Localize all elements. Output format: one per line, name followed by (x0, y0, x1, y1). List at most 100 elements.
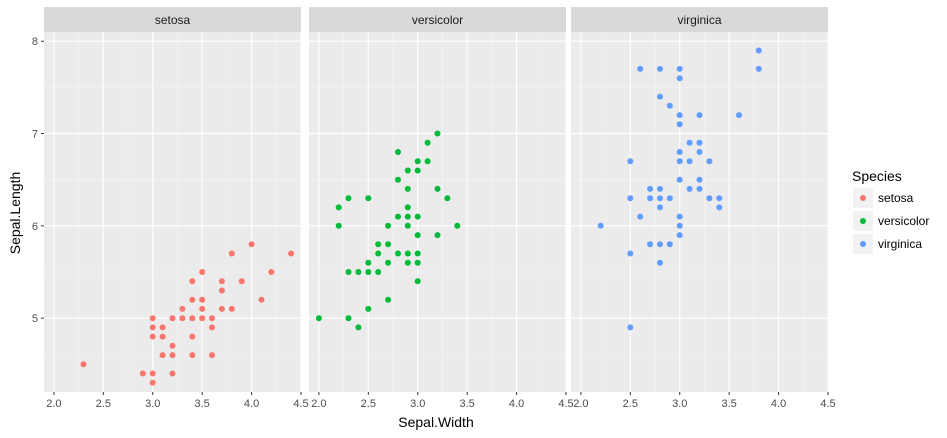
data-point (424, 139, 431, 146)
data-point (228, 250, 235, 257)
data-point (345, 195, 352, 202)
data-point (335, 222, 342, 229)
data-point (189, 333, 196, 340)
data-point (365, 195, 372, 202)
data-point (335, 204, 342, 211)
facet-strip (309, 7, 566, 32)
legend-marker (860, 218, 866, 224)
data-point (189, 352, 196, 359)
data-point (159, 333, 166, 340)
data-point (676, 75, 683, 82)
data-point (696, 149, 703, 155)
data-point (637, 213, 644, 220)
data-point (736, 112, 742, 119)
data-point (228, 305, 235, 312)
data-point (268, 269, 275, 275)
x-tick-label: 4.0 (771, 398, 786, 410)
data-point (149, 324, 156, 331)
data-point (676, 222, 683, 229)
facet-panel-virginica: virginica 2.0 2.5 3.0 3.5 4.0 4.5 (571, 7, 836, 410)
x-tick-label: 3.0 (410, 398, 425, 410)
data-point (404, 222, 411, 229)
legend-label: versicolor (878, 214, 929, 228)
data-point (80, 361, 87, 368)
x-tick-label: 3.0 (672, 398, 687, 410)
data-point (179, 305, 186, 312)
data-point (755, 47, 762, 54)
data-point (647, 195, 654, 202)
data-point (627, 195, 634, 202)
y-axis-title: Sepal.Length (7, 172, 23, 255)
data-point (385, 241, 392, 248)
data-point (666, 241, 673, 248)
facet-strip-label: versicolor (412, 13, 463, 27)
data-point (209, 315, 215, 322)
data-point (404, 250, 411, 257)
data-point (395, 149, 401, 155)
data-point (414, 259, 421, 266)
facet-strip (571, 7, 828, 32)
legend-item-versicolor: versicolor (853, 211, 929, 231)
data-point (627, 158, 634, 165)
data-point (404, 204, 411, 211)
data-point (676, 176, 683, 183)
y-tick-label: 5 (32, 313, 38, 325)
data-point (345, 269, 352, 275)
data-point (375, 269, 382, 275)
data-point (414, 167, 421, 174)
data-point (209, 324, 215, 331)
data-point (424, 158, 431, 165)
data-point (218, 278, 225, 285)
panel-background (44, 32, 301, 392)
data-point (375, 250, 382, 257)
x-tick-label: 2.0 (311, 398, 326, 410)
x-tick-label: 4.0 (509, 398, 524, 410)
data-point (696, 185, 703, 192)
data-point (686, 158, 693, 165)
data-point (706, 195, 713, 202)
data-point (434, 185, 441, 192)
x-axis-title: Sepal.Width (398, 414, 473, 430)
facet-panel-versicolor: versicolor 2.0 2.5 3.0 3.5 4.0 4.5 (309, 7, 574, 410)
data-point (676, 112, 683, 119)
data-point (686, 139, 693, 146)
data-point (676, 158, 683, 165)
data-point (414, 250, 421, 257)
data-point (597, 222, 604, 229)
data-point (696, 139, 703, 146)
data-point (627, 250, 634, 257)
x-tick-label: 2.5 (361, 398, 376, 410)
x-tick-label: 3.0 (145, 398, 160, 410)
data-point (199, 305, 206, 312)
data-point (404, 167, 411, 174)
panel-background (571, 32, 828, 392)
panel-background (309, 32, 566, 392)
data-point (179, 315, 186, 322)
data-point (149, 333, 156, 340)
data-point (647, 241, 654, 248)
data-point (657, 204, 663, 211)
x-tick-label: 3.5 (722, 398, 737, 410)
data-point (696, 176, 703, 183)
facet-panels: setosa 2.0 2.5 3.0 3.5 4.0 4.5 versicolor 2.0 2.5… (44, 7, 836, 410)
data-point (149, 315, 156, 322)
x-tick-label: 3.5 (460, 398, 475, 410)
data-point (169, 370, 176, 377)
legend-label: virginica (878, 237, 922, 251)
data-point (355, 324, 362, 331)
data-point (199, 296, 206, 303)
legend-marker (860, 195, 866, 201)
data-point (218, 287, 225, 294)
data-point (414, 213, 421, 220)
data-point (365, 305, 372, 312)
data-point (258, 296, 265, 303)
data-point (209, 352, 215, 359)
data-point (199, 315, 206, 322)
x-tick-label: 2.5 (623, 398, 638, 410)
data-point (657, 185, 663, 192)
data-point (686, 185, 693, 192)
x-tick-label: 2.0 (46, 398, 61, 410)
data-point (657, 259, 663, 266)
data-point (637, 65, 644, 72)
data-point (706, 158, 713, 165)
